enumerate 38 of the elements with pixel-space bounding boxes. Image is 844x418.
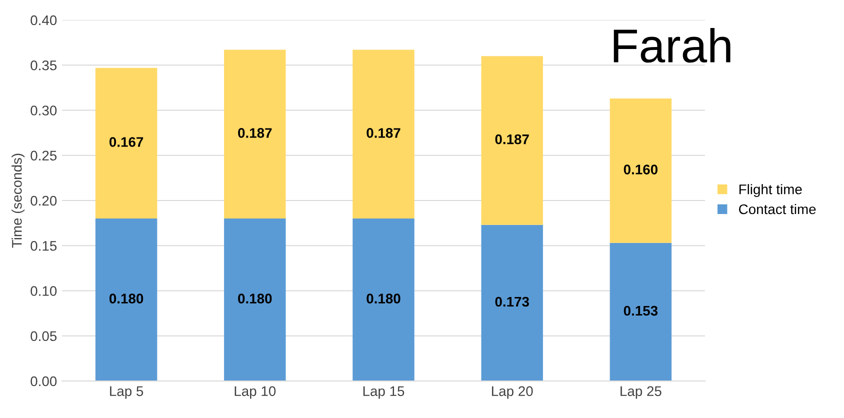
data-label: 0.187 (366, 128, 400, 138)
data-label: 0.180 (238, 294, 272, 304)
bar (95, 218, 158, 381)
data-label: 0.187 (495, 134, 529, 144)
bar (352, 218, 414, 381)
data-label: 0.167 (109, 137, 144, 147)
y-tick-label: 0.00 (30, 376, 57, 386)
bar (352, 50, 414, 219)
bar (224, 218, 286, 381)
data-label: 0.153 (624, 306, 658, 316)
legend-label: Flight time (739, 184, 802, 198)
x-tick-label: Lap 5 (110, 386, 144, 399)
bar (610, 98, 672, 243)
bar (481, 56, 543, 225)
x-tick-label: Lap 25 (620, 386, 662, 399)
bar (481, 224, 543, 381)
y-tick-label: 0.20 (30, 196, 57, 206)
bar (610, 242, 672, 381)
x-tick-label: Lap 20 (492, 386, 533, 399)
data-label: 0.160 (624, 164, 658, 174)
y-axis-title: Time (seconds) (12, 154, 25, 248)
y-tick-label: 0.35 (30, 60, 57, 70)
y-tick-label: 0.10 (30, 286, 57, 296)
x-tick-label: Lap 10 (234, 386, 276, 399)
data-label: 0.180 (366, 294, 400, 304)
x-tick-label: Lap 15 (363, 386, 404, 399)
data-label: 0.180 (109, 294, 144, 304)
y-tick-label: 0.25 (30, 150, 57, 161)
legend-label: Contact time (739, 204, 816, 214)
chart-title: Farah (614, 28, 730, 63)
y-tick-label: 0.30 (30, 106, 57, 116)
bar (224, 50, 286, 219)
bar (95, 68, 158, 219)
data-label: 0.173 (495, 296, 529, 307)
y-tick-label: 0.15 (30, 240, 57, 251)
data-label: 0.187 (238, 128, 272, 138)
y-tick-label: 0.40 (30, 15, 57, 26)
y-tick-label: 0.05 (30, 331, 57, 342)
